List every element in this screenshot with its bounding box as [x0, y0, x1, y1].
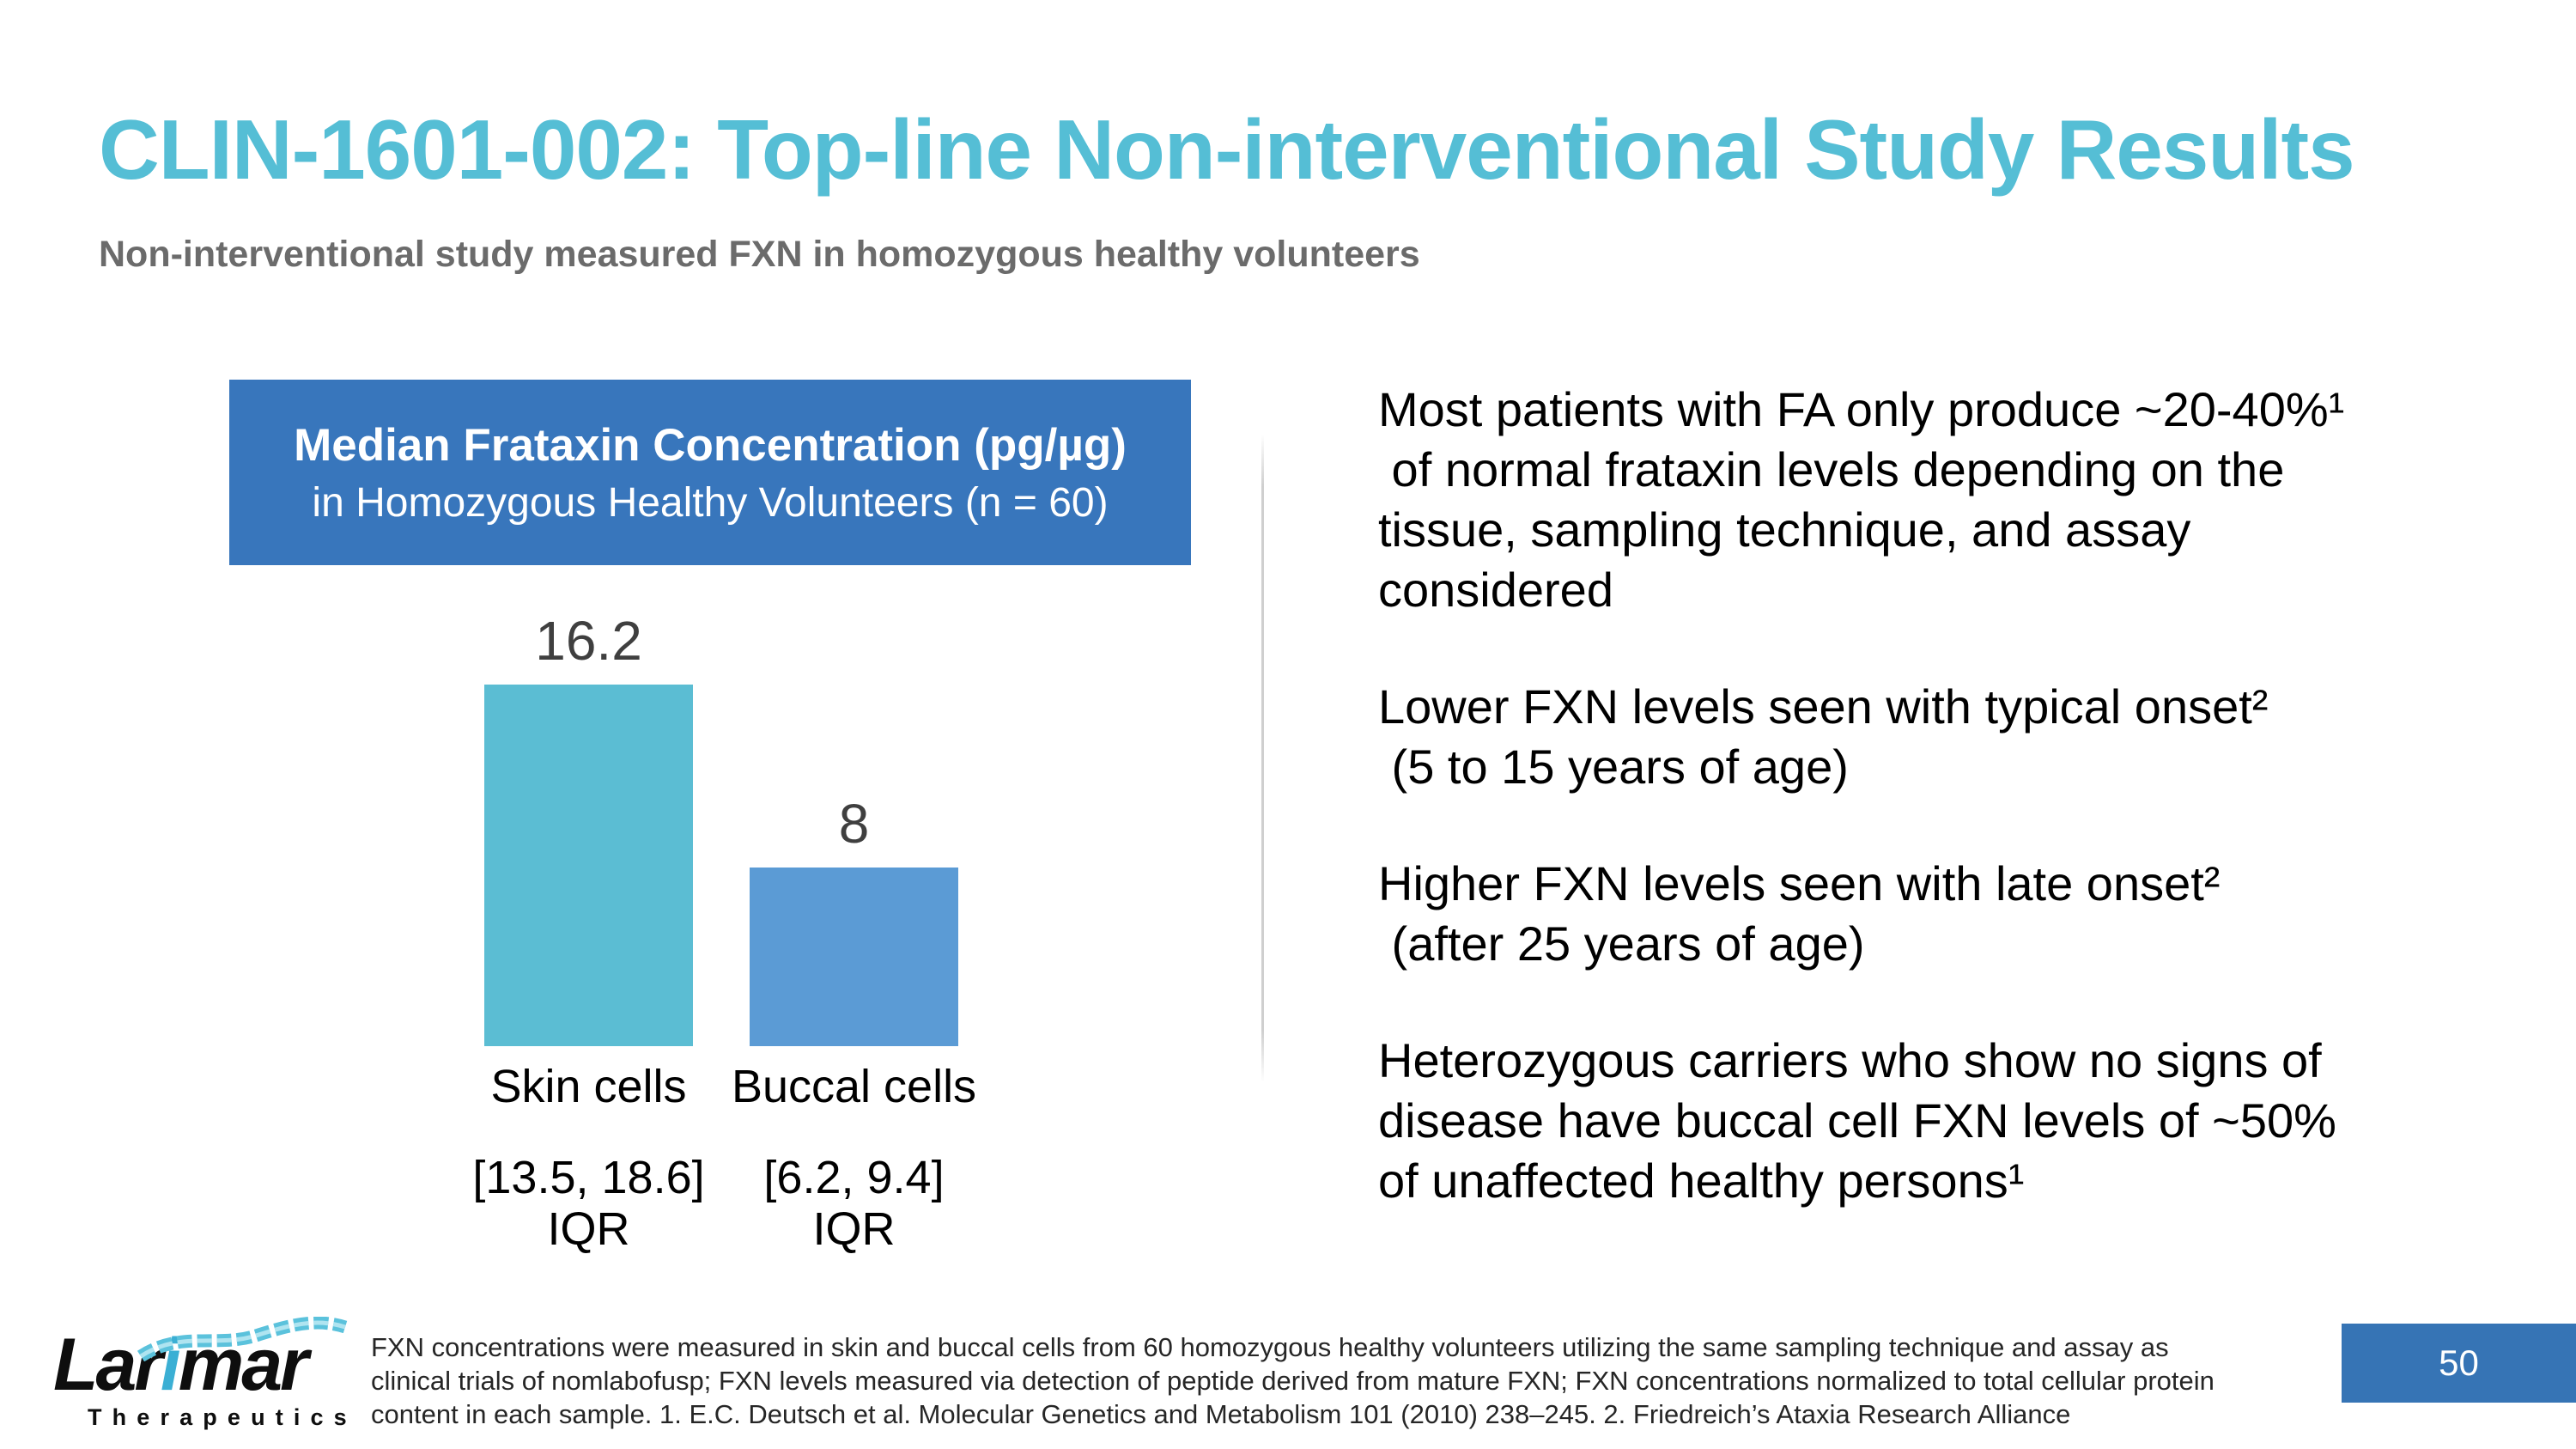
bar-iqr-label: [13.5, 18.6] IQR — [472, 1152, 705, 1255]
vertical-divider — [1261, 435, 1264, 1082]
bar — [750, 868, 958, 1046]
bar-iqr-label: [6.2, 9.4] IQR — [763, 1152, 945, 1255]
bar-category-label: Buccal cells — [731, 1061, 977, 1112]
bar-column: 16.2 Skin cells [13.5, 18.6] IQR — [472, 609, 704, 1255]
key-points: Most patients with FA only produce ~20-4… — [1378, 380, 2520, 1268]
page-number-badge: 50 — [2342, 1324, 2576, 1403]
bullet-paragraph: Heterozygous carriers who show no signs … — [1378, 1033, 2336, 1208]
bullet-paragraph: Lower FXN levels seen with typical onset… — [1378, 679, 2269, 794]
bar-value-label: 8 — [838, 793, 870, 855]
bar-category-label: Skin cells — [490, 1061, 687, 1112]
bar-chart: 16.2 Skin cells [13.5, 18.6] IQR 8 Buccal ce… — [472, 609, 976, 1255]
bar-value-label: 16.2 — [535, 610, 642, 672]
chart-header-banner: Median Frataxin Concentration (pg/µg) in… — [229, 380, 1191, 565]
helix-ribbon-icon — [137, 1317, 348, 1361]
bullet-paragraph: Most patients with FA only produce ~20-4… — [1378, 382, 2345, 617]
slide-subtitle: Non-interventional study measured FXN in… — [99, 234, 1420, 275]
logo-word-prefix: Lar — [53, 1324, 163, 1406]
larimar-logo: Larimar Therapeutics — [53, 1317, 380, 1431]
bullet-paragraph: Higher FXN levels seen with late onset² … — [1378, 856, 2221, 971]
slide-title: CLIN-1601-002: Top-line Non-intervention… — [99, 102, 2355, 197]
chart-subtitle: in Homozygous Healthy Volunteers (n = 60… — [312, 480, 1109, 526]
logo-wordmark: Larimar — [53, 1327, 380, 1403]
footnote: FXN concentrations were measured in skin… — [371, 1332, 2215, 1429]
logo-tagline: Therapeutics — [88, 1404, 357, 1430]
chart-title: Median Frataxin Concentration (pg/µg) — [294, 420, 1127, 471]
bar-column: 8 Buccal cells [6.2, 9.4] IQR — [732, 792, 976, 1255]
bar — [484, 685, 693, 1046]
